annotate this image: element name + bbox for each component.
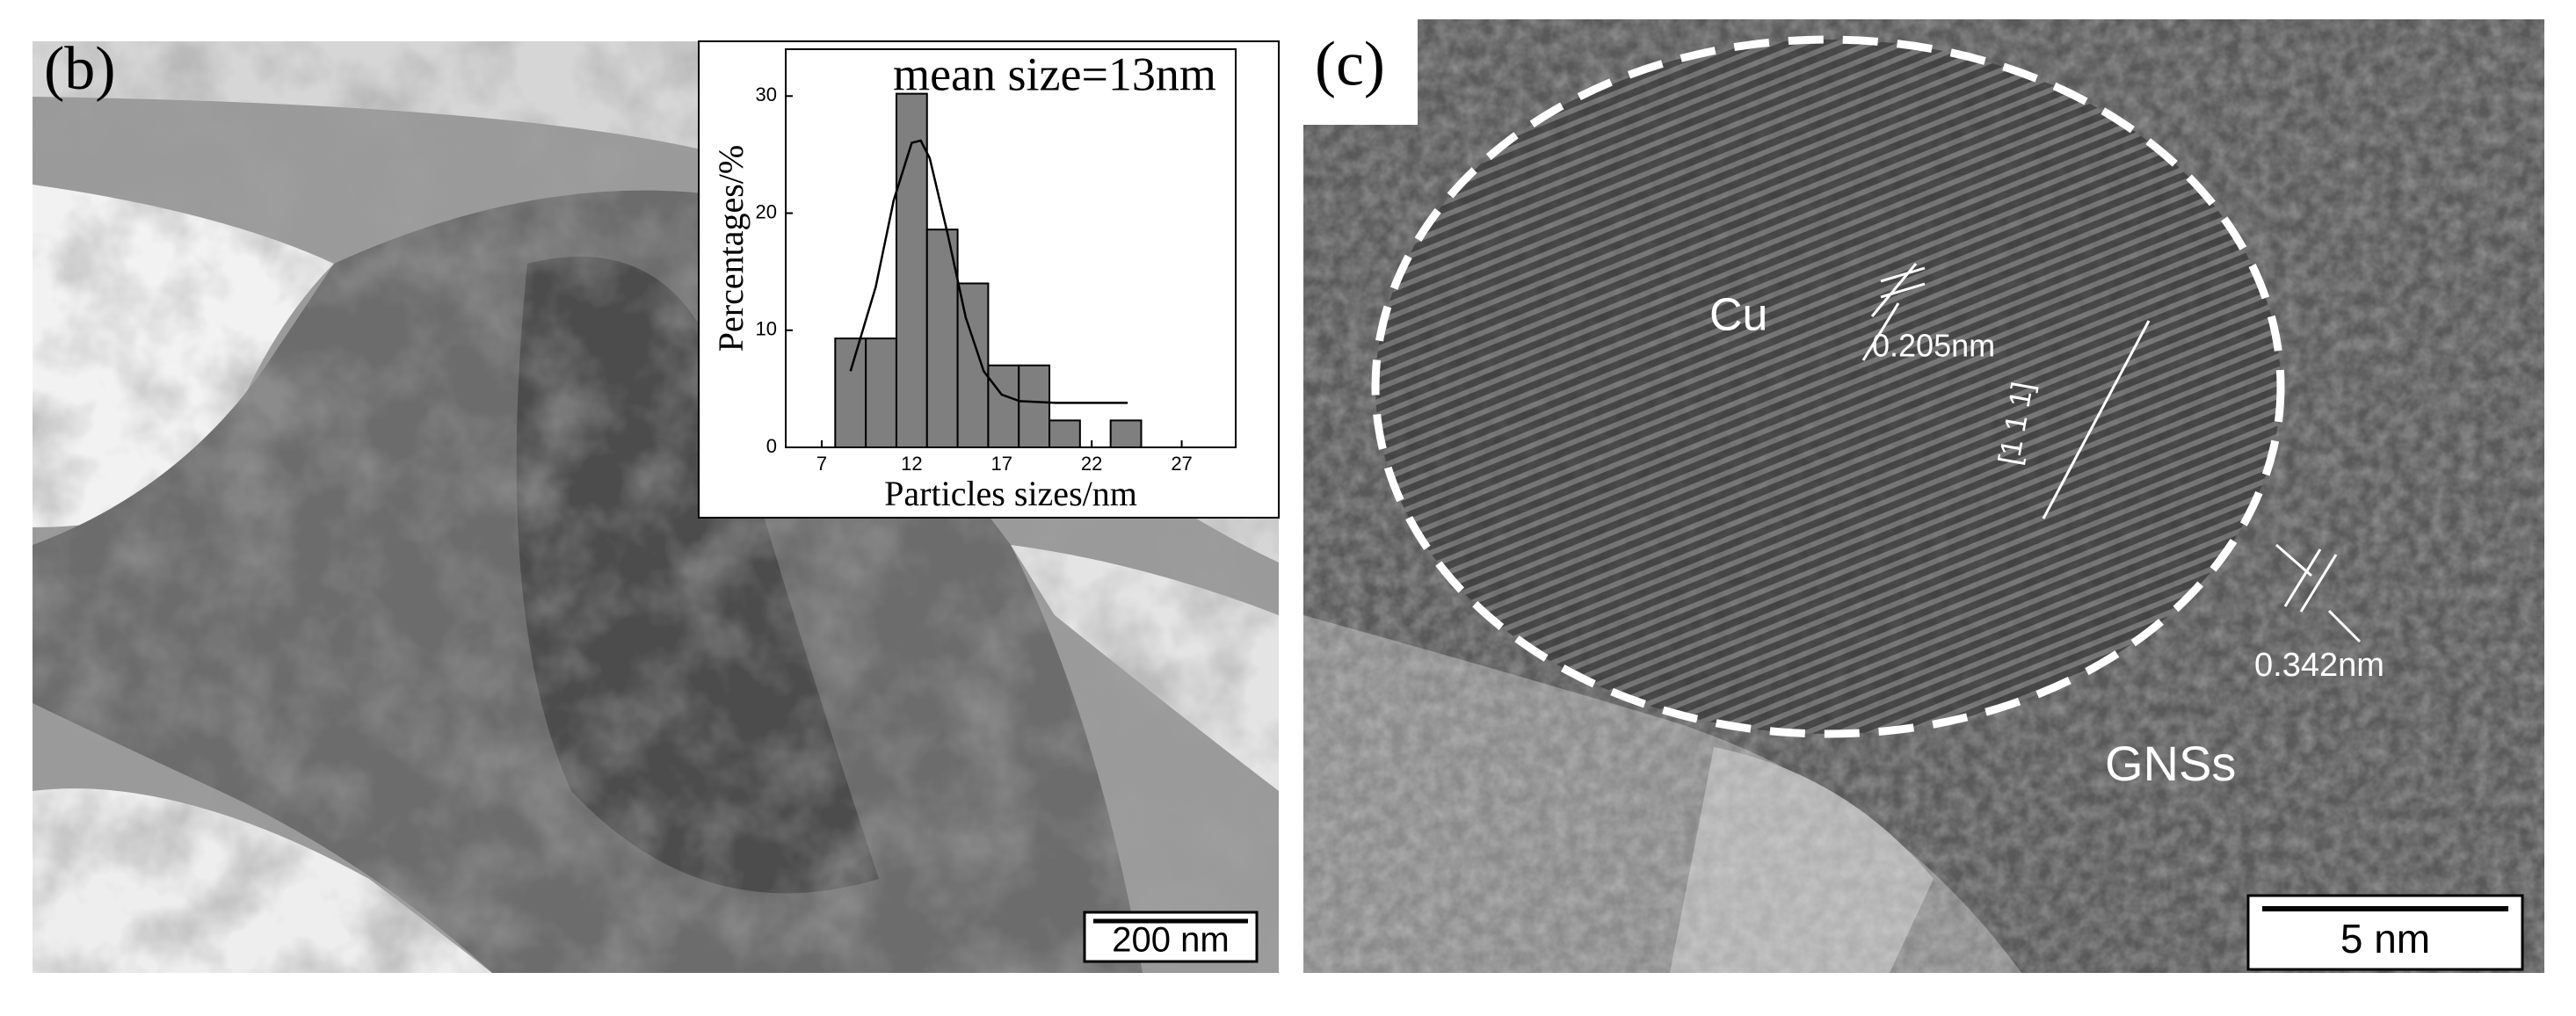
region-label: GNSs [2105,736,2236,791]
phase-label: Cu [1709,290,1767,341]
bar [1018,364,1051,448]
bar [1109,419,1143,449]
micrograph-c [1303,19,2544,973]
panel-label: (c) [1315,29,1385,99]
x-tick-label: 12 [901,453,922,475]
bar [895,92,928,448]
x-axis-label: Particles sizes/nm [884,474,1137,513]
fit-curve [849,139,1128,404]
panel-label: (b) [44,35,116,103]
y-axis-label: Percentages/% [711,145,751,352]
x-tick-label: 27 [1171,453,1192,475]
x-tick-label: 17 [991,453,1012,475]
inset-chart: 0 10 20 30 7 12 17 22 27 mean size=13nm Particles … [698,40,1280,519]
scale-bar-label: 5 nm [2340,916,2430,962]
bar [834,337,867,449]
bar [956,282,990,448]
y-tick-label: 10 [756,318,777,340]
bar [865,337,897,449]
spacing-label: 0.205nm [1872,328,1995,364]
bar [987,364,1020,448]
y-tick-label: 30 [756,83,777,105]
x-tick-label: 7 [816,453,827,475]
chart-annotation: mean size=13nm [893,47,1216,100]
x-tick-label: 22 [1081,453,1102,475]
bar [1049,419,1081,449]
scale-bar-label: 200 nm [1112,921,1229,960]
bar [925,229,959,448]
y-tick-label: 0 [766,435,777,457]
spacing-label: 0.342nm [2254,647,2384,684]
y-tick-label: 20 [756,200,777,222]
